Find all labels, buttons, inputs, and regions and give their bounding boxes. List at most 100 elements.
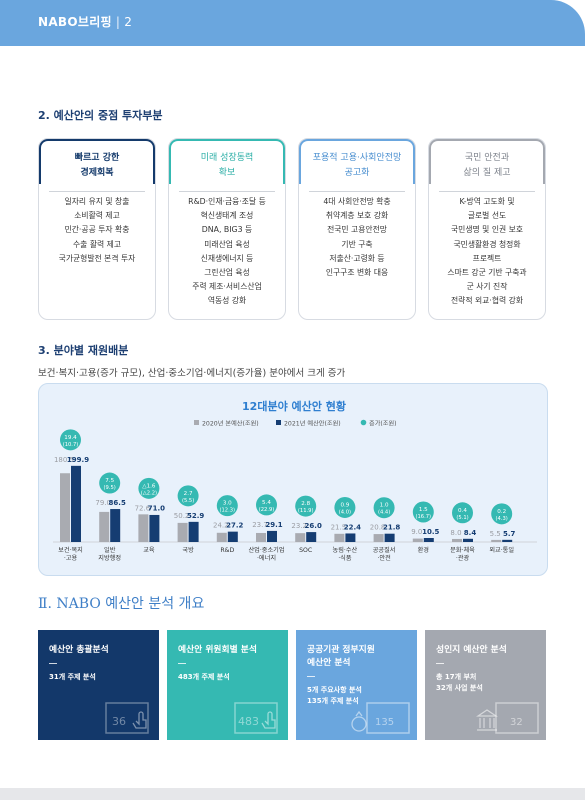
category-label: SOC bbox=[299, 547, 312, 554]
section-title-focus-investment: 2. 예산안의 중점 투자부분 bbox=[38, 109, 163, 122]
card-top-border bbox=[169, 139, 285, 184]
card-title-line: 국민 안전과 bbox=[464, 153, 510, 163]
budget-chart-panel: 12대분야 예산안 현황 2020년 본예산(조원) 2021년 예산안(조원) 증가… bbox=[38, 383, 548, 576]
increase-bubble bbox=[373, 497, 395, 519]
card-item: 글로벌 선도 bbox=[467, 211, 507, 221]
bar-2021 bbox=[423, 538, 434, 542]
increase-pct-label: (11.9) bbox=[298, 508, 314, 514]
card-title: 미래 성장동력 확보 bbox=[169, 151, 285, 181]
increase-pct-label: (22.9) bbox=[259, 507, 275, 513]
value-label-2021: 71.0 bbox=[148, 504, 165, 512]
investment-card: 포용적 고용·사회안전망 공고화 4대 사회안전망 확충 취약계층 보호 강화 … bbox=[298, 138, 416, 320]
bar-2020 bbox=[491, 539, 502, 542]
bar-2021 bbox=[71, 465, 81, 542]
value-label-2020: 5.5 bbox=[490, 530, 501, 538]
bar-2020 bbox=[295, 533, 306, 542]
bar-2020 bbox=[412, 538, 423, 542]
category-label: ·관광 bbox=[456, 554, 470, 562]
increase-bubble bbox=[177, 485, 199, 507]
card-title-line: 경제회복 bbox=[80, 168, 114, 178]
increase-bubble bbox=[256, 494, 277, 516]
value-label-2021: 52.9 bbox=[187, 512, 204, 520]
bar-2020 bbox=[256, 532, 266, 542]
section-title-allocation: 3. 분야별 재원배분 bbox=[38, 344, 129, 357]
card-title: 빠르고 강한 경제회복 bbox=[39, 151, 155, 181]
tile-title-line: 예산안 분석 bbox=[307, 658, 351, 668]
card-divider bbox=[179, 191, 275, 192]
value-label-2020: 180.5 bbox=[54, 456, 74, 464]
card-item: 미래산업 육성 bbox=[204, 239, 250, 249]
institution-icon: 32 bbox=[476, 702, 539, 734]
value-label-2021: 199.9 bbox=[67, 456, 89, 464]
legend-swatch bbox=[194, 420, 199, 425]
tile-title-line: 예산안 위원회별 분석 bbox=[178, 645, 257, 655]
increase-label: 3.0 bbox=[223, 501, 232, 507]
tile-title: 예산안 위원회별 분석 bbox=[178, 644, 257, 657]
tile-deco-number: 483 bbox=[238, 715, 259, 728]
hand-pointer-icon: 36 bbox=[105, 702, 149, 734]
card-item: 수출 활력 제고 bbox=[73, 239, 121, 249]
increase-bubble bbox=[452, 502, 473, 524]
increase-label: 2.8 bbox=[301, 501, 310, 507]
page-header: NABO브리핑 | 2 bbox=[0, 0, 585, 46]
tile-subtitle: 483개 주제 분석 bbox=[178, 672, 230, 683]
card-top-border bbox=[299, 139, 415, 184]
bar-2020 bbox=[216, 532, 227, 542]
page-footer-band bbox=[0, 788, 585, 800]
value-label-2021: 8.4 bbox=[464, 529, 477, 537]
card-item: 군 사기 진작 bbox=[466, 282, 508, 292]
increase-pct-label: (4.3) bbox=[496, 516, 508, 522]
value-label-2020: 50.2 bbox=[174, 512, 190, 520]
analysis-tile[interactable]: 성인지 예산안 분석 총 17개 부처 32개 사업 분석 32 bbox=[425, 630, 546, 740]
tile-dash bbox=[436, 663, 444, 664]
bar-2021 bbox=[227, 531, 238, 542]
card-item: 전략적 외교·협력 강화 bbox=[451, 296, 523, 306]
card-top-border bbox=[39, 139, 155, 184]
category-label: 공공질서 bbox=[373, 546, 396, 554]
card-item: 주력 제조·서비스산업 bbox=[192, 282, 262, 292]
card-item: 소비활력 제고 bbox=[74, 211, 120, 221]
tile-sub-line: 32개 사업 분석 bbox=[436, 684, 483, 692]
increase-label: 1.5 bbox=[419, 507, 428, 513]
bar-2020 bbox=[452, 538, 462, 542]
section-numeral: Ⅱ. bbox=[38, 596, 52, 612]
card-item: 전국민 고용안전망 bbox=[327, 225, 387, 235]
bar-2021 bbox=[463, 538, 473, 542]
tile-title: 성인지 예산안 분석 bbox=[436, 644, 507, 657]
value-label-2021: 5.7 bbox=[503, 530, 516, 538]
analysis-tile[interactable]: 예산안 총괄분석 31개 주제 분석 36 bbox=[38, 630, 159, 740]
tile-dash bbox=[49, 663, 57, 664]
increase-bubble bbox=[60, 429, 81, 451]
tile-sub-line: 135개 주제 분석 bbox=[307, 697, 359, 705]
tile-deco-number: 36 bbox=[112, 715, 126, 728]
value-label-2021: 22.4 bbox=[344, 523, 361, 531]
increase-pct-label: (5.5) bbox=[182, 498, 194, 504]
category-label: 국방 bbox=[182, 546, 194, 554]
category-label: ·식품 bbox=[338, 554, 352, 562]
bar-2020 bbox=[177, 522, 188, 542]
tile-title: 예산안 총괄분석 bbox=[49, 644, 109, 657]
analysis-tile[interactable]: 공공기관 정부지원 예산안 분석 5개 주요사항 분석 135개 주제 분석 1… bbox=[296, 630, 417, 740]
analysis-tile[interactable]: 예산안 위원회별 분석 483개 주제 분석 483 bbox=[167, 630, 288, 740]
card-item: 인구구조 변화 대응 bbox=[325, 268, 389, 278]
increase-pct-label: (△2.2) bbox=[141, 490, 157, 496]
category-label: ·안전 bbox=[377, 554, 391, 562]
chart-title: 12대분야 예산안 현황 bbox=[242, 399, 346, 413]
bar-2021 bbox=[188, 521, 199, 542]
header-separator: | bbox=[115, 15, 121, 29]
increase-bubble bbox=[295, 495, 317, 517]
card-item: 기반 구축 bbox=[341, 239, 373, 249]
card-item: K-방역 고도화 및 bbox=[459, 197, 515, 206]
value-label-2020: 9.0 bbox=[411, 528, 422, 536]
card-divider bbox=[439, 191, 535, 192]
card-item: 국민생명 및 인권 보호 bbox=[451, 225, 523, 235]
tile-title-line: 성인지 예산안 분석 bbox=[436, 645, 507, 655]
section-heading: NABO 예산안 분석 개요 bbox=[56, 596, 205, 612]
increase-label: 5.4 bbox=[262, 500, 271, 506]
bar-2021 bbox=[149, 514, 160, 542]
value-label-2021: 29.1 bbox=[265, 521, 282, 529]
value-label-2020: 8.0 bbox=[450, 529, 461, 537]
card-items: R&D·인재·금융·조달 등 혁신생태계 조성 DNA, BIG3 등 미래산업… bbox=[173, 195, 281, 309]
category-label: 교육 bbox=[143, 547, 155, 554]
increase-label: 1.0 bbox=[380, 503, 389, 509]
